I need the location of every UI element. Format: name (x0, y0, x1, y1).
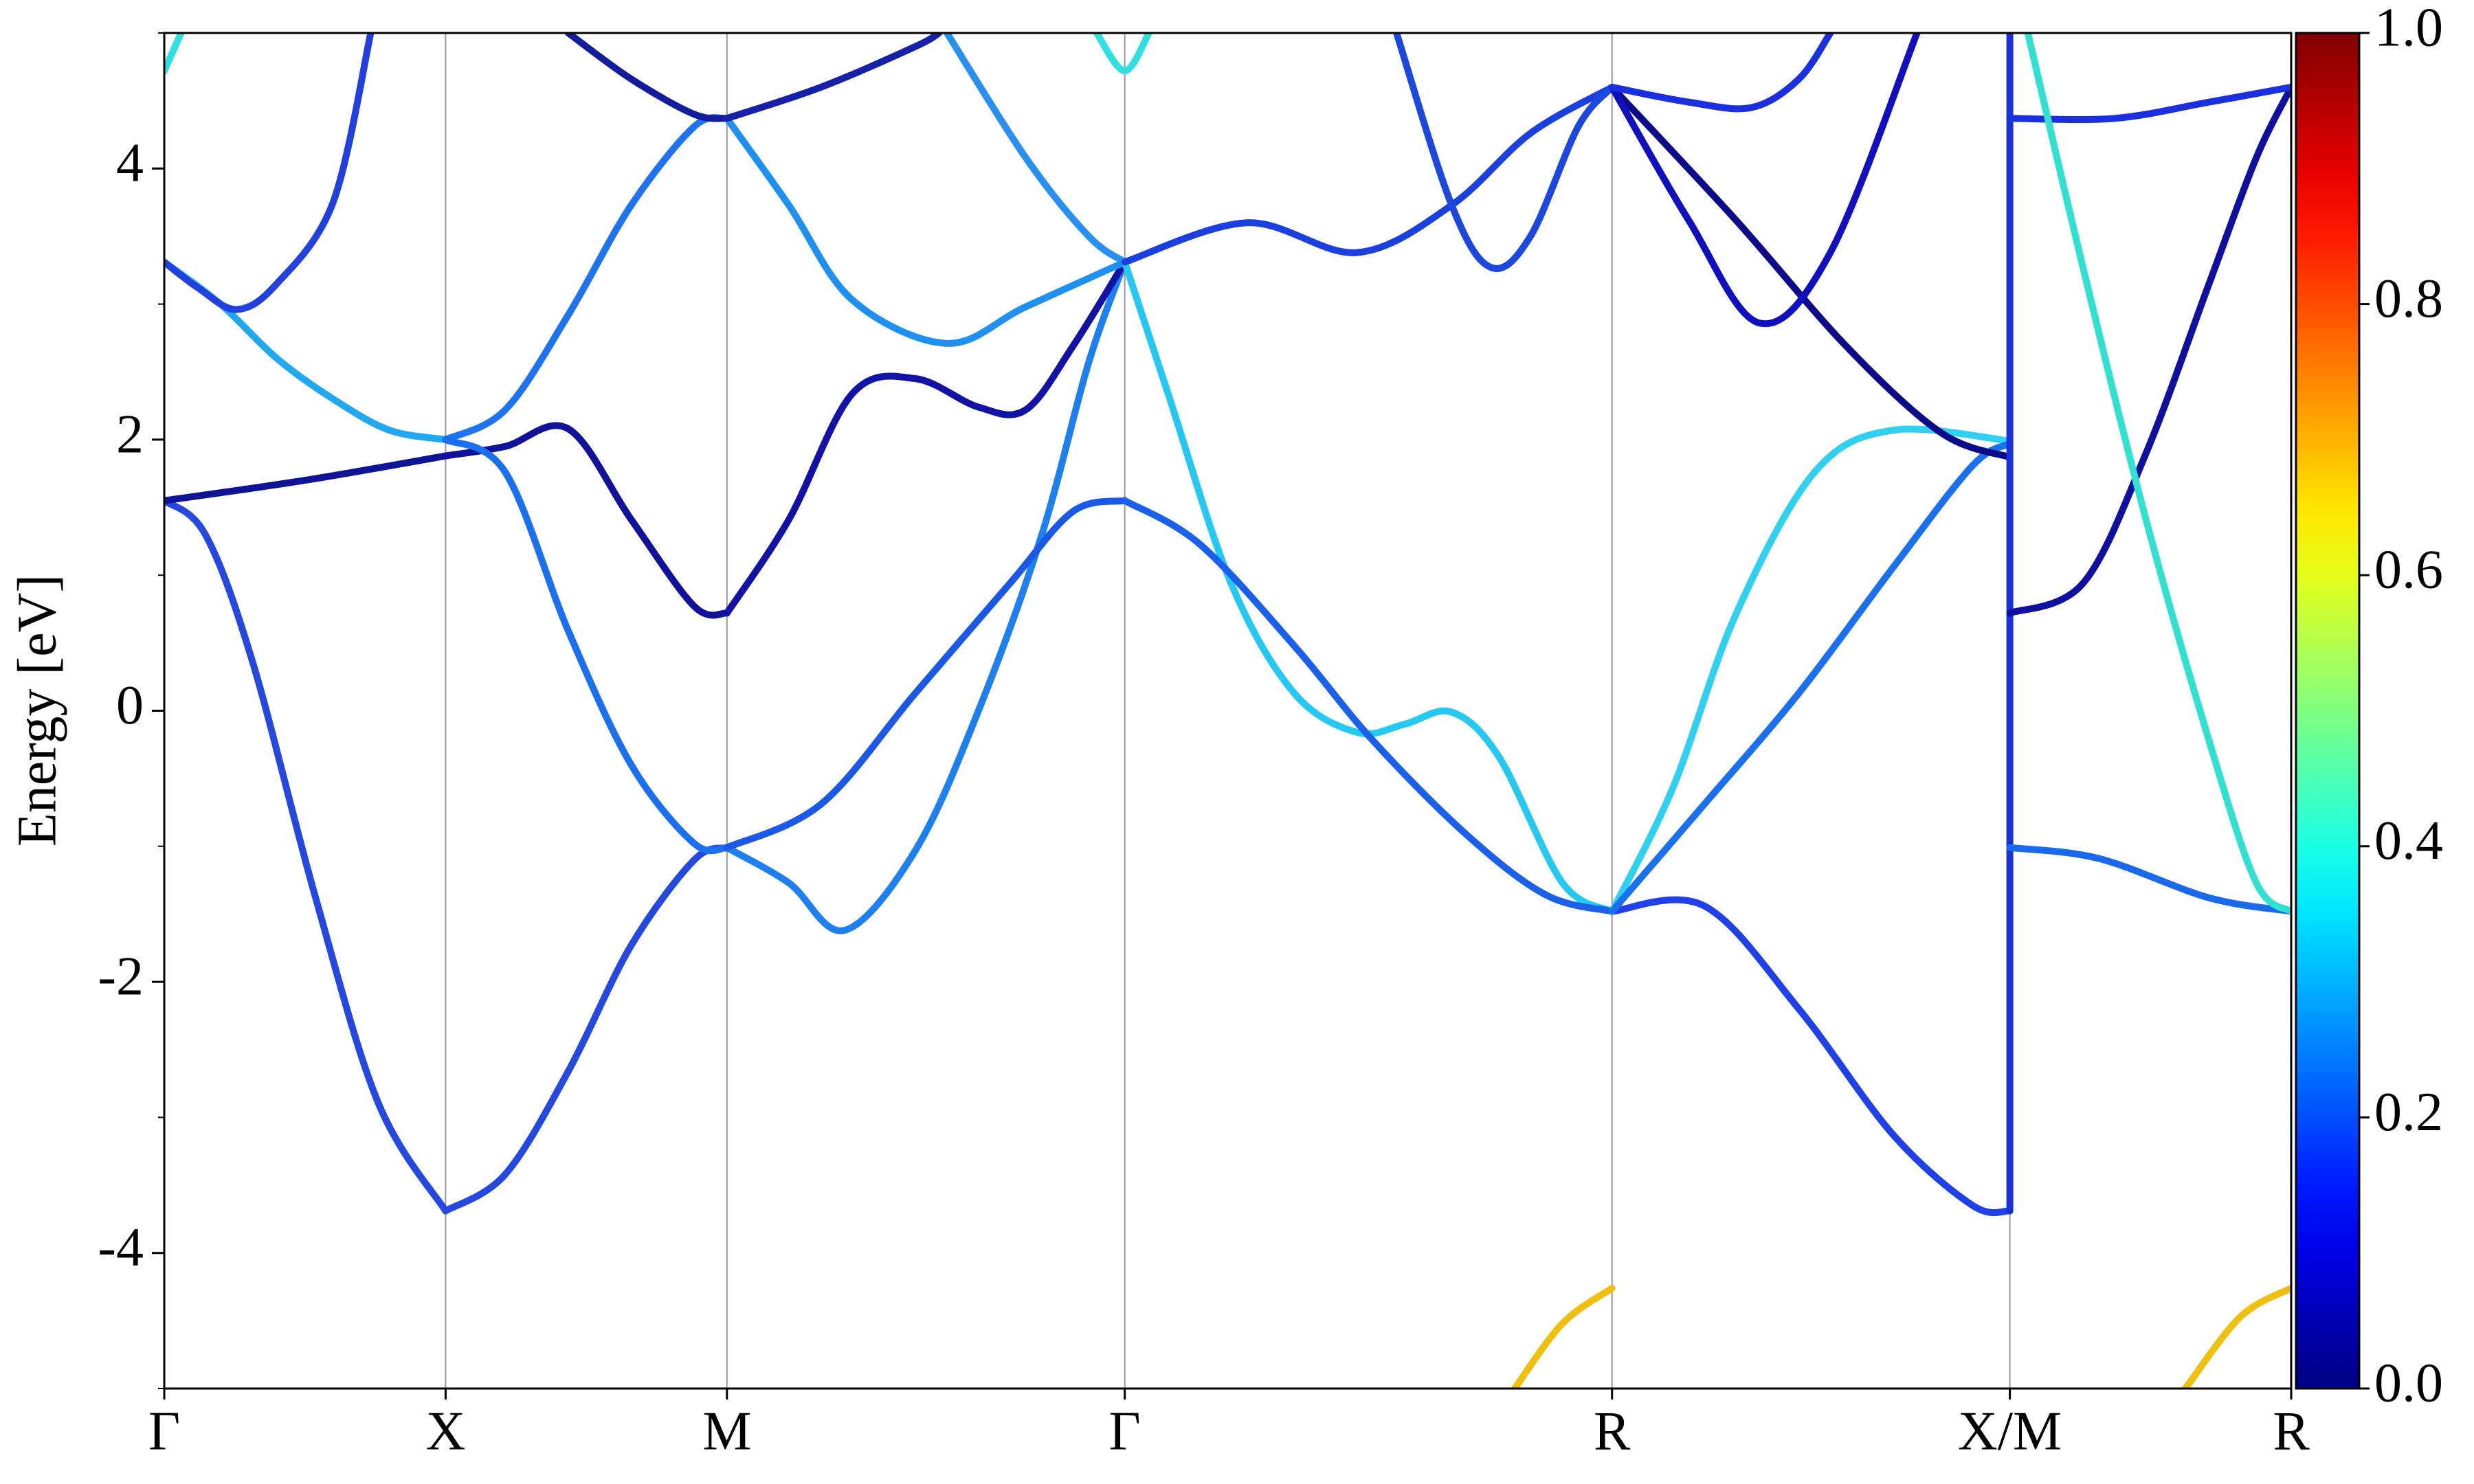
colorbar-tick-label: 0.6 (2374, 540, 2443, 600)
band-line (1121, 497, 1616, 915)
band-line (2006, 83, 2291, 617)
band-line (1608, 440, 2014, 915)
band-line (2182, 1285, 2291, 1389)
band-line (1608, 896, 2014, 1217)
band-line (442, 844, 731, 1215)
band-line (164, 258, 449, 443)
y-tick-label: 2 (116, 404, 144, 464)
x-tick-label: X (426, 1401, 466, 1461)
band-line (2006, 83, 2291, 124)
y-tick-label: -2 (98, 946, 144, 1007)
band-line (442, 436, 731, 855)
y-tick-label: -4 (98, 1217, 144, 1278)
band-line (1608, 33, 1921, 328)
y-tick-label: 0 (116, 675, 144, 736)
colorbar-tick-label: 0.0 (2374, 1353, 2443, 1413)
colorbar-tick-label: 0.8 (2374, 269, 2443, 329)
band-line (723, 258, 1128, 617)
x-tick-label: M (702, 1401, 751, 1461)
x-tick-label: X/M (1958, 1401, 2062, 1461)
band-line (2006, 844, 2291, 915)
band-line (1393, 33, 1616, 272)
band-line (564, 33, 731, 122)
axes: Γ X M Γ R X/M R -4 -2 0 2 4 0.0 0.2 0.4 0.6 0.8 1.0 (98, 0, 2443, 1461)
band-line (723, 497, 1128, 851)
band-line (1608, 425, 2014, 915)
x-tick-label: Γ (1109, 1401, 1141, 1461)
band-line (164, 33, 375, 313)
band-line (164, 497, 449, 1215)
band-line (442, 114, 731, 443)
band-line (1608, 83, 2014, 461)
band-line (1093, 33, 1152, 75)
bands (164, 33, 2291, 1389)
y-axis-label: Energy [eV] (7, 574, 67, 846)
plot-frame (163, 32, 2293, 1390)
band-line (2024, 33, 2291, 915)
x-tick-label: R (2273, 1401, 2310, 1461)
x-tick-label: R (1594, 1401, 1631, 1461)
band-line (442, 422, 731, 619)
band-line (164, 33, 185, 75)
band-line (723, 258, 1128, 934)
colorbar-tick-label: 1.0 (2374, 0, 2443, 58)
colorbar-tick-label: 0.2 (2374, 1082, 2443, 1143)
band-line (943, 33, 1128, 266)
band-line (1121, 83, 1616, 266)
band-line (1608, 33, 1834, 113)
band-line (1511, 1285, 1616, 1389)
grid (164, 33, 2292, 1389)
colorbar (2295, 32, 2361, 1390)
band-line (1121, 258, 1616, 915)
x-tick-label: Γ (148, 1401, 180, 1461)
y-tick-label: 4 (116, 133, 144, 194)
band-line (164, 452, 449, 504)
colorbar-tick-label: 0.4 (2374, 811, 2443, 871)
band-line (723, 33, 943, 122)
band-line (723, 115, 1128, 347)
